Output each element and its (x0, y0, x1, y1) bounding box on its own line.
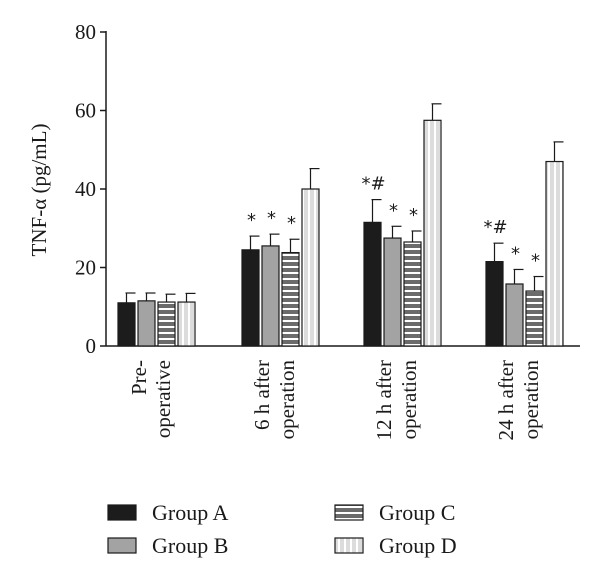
category-labels: Pre-operative 6 h after operation 12 h afte… (127, 360, 543, 441)
significance-marker: * (389, 200, 398, 221)
bar (505, 283, 524, 347)
significance-marker: *# (361, 174, 385, 195)
y-tick-label: 80 (75, 20, 96, 44)
legend: Group A Group B Group C Group D (107, 500, 457, 558)
category-label: operation (275, 360, 299, 440)
legend-label: Group C (379, 500, 455, 525)
bar (545, 160, 564, 347)
legend-swatch (107, 537, 137, 554)
significance-marker: * (409, 205, 418, 226)
y-tick-label: 0 (86, 334, 97, 358)
significance-marker: * (287, 213, 296, 234)
category-label: 6 h after (250, 360, 274, 430)
bar (485, 261, 504, 347)
significance-marker: * (267, 208, 276, 229)
bar (157, 301, 176, 347)
category-label: operation (519, 360, 543, 440)
legend-swatch (334, 537, 364, 554)
bar (281, 251, 300, 347)
category-label: 24 h after (494, 360, 518, 440)
bars: **#*#* *** ** (117, 103, 564, 347)
significance-marker: * (247, 210, 256, 231)
legend-label: Group A (152, 500, 229, 525)
bar (301, 188, 320, 347)
bar (403, 241, 422, 347)
significance-marker: *# (483, 217, 507, 238)
bar (363, 221, 382, 347)
bar (423, 119, 442, 347)
significance-marker: * (511, 243, 520, 264)
bar (525, 290, 544, 347)
y-axis-label: TNF-α (pg/mL) (27, 124, 51, 257)
legend-label: Group D (379, 533, 457, 558)
y-tick-label: 60 (75, 99, 96, 123)
significance-marker: * (531, 251, 540, 272)
y-tick-label: 40 (75, 177, 96, 201)
bar (137, 300, 156, 347)
bar (117, 302, 136, 347)
bar (241, 249, 260, 347)
category-label: 12 h after (372, 360, 396, 440)
category-label: operative (151, 360, 175, 438)
category-label: operation (397, 360, 421, 440)
bar (177, 301, 196, 347)
legend-swatch (107, 504, 137, 521)
y-tick-label: 20 (75, 256, 96, 280)
legend-swatch (334, 504, 364, 521)
category-label: Pre- (127, 360, 151, 395)
bar (261, 245, 280, 347)
legend-label: Group B (152, 533, 228, 558)
bar (383, 237, 402, 347)
